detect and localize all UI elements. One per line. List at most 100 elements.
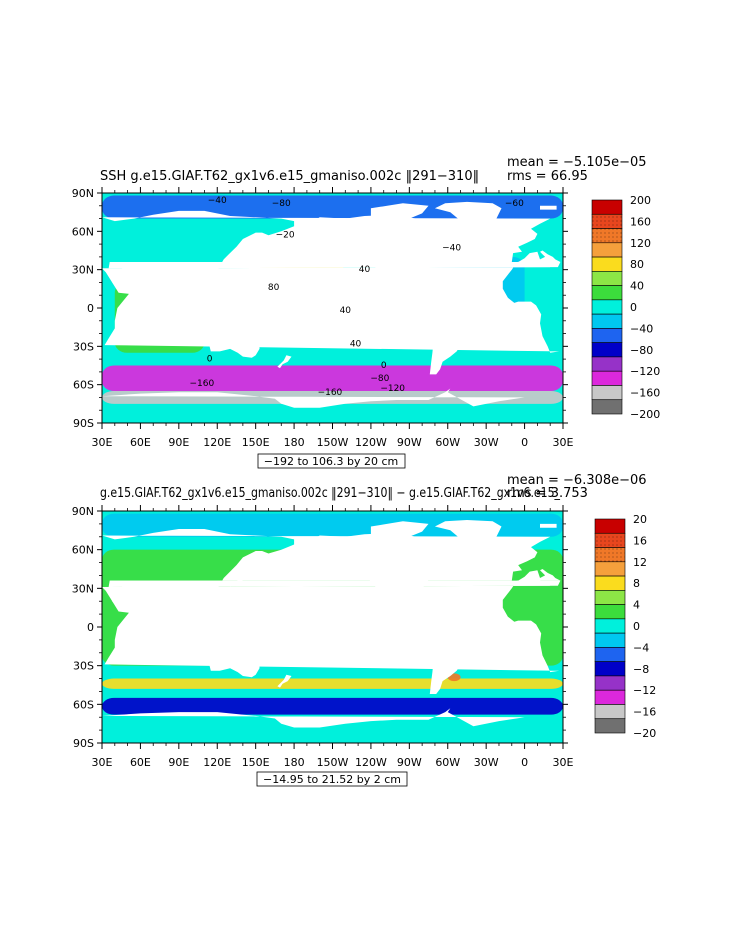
field-region-3 <box>102 678 563 689</box>
colorbar-stipple <box>595 547 625 562</box>
contour-label: −80 <box>272 199 291 209</box>
x-tick-label: 150E <box>242 436 270 449</box>
panel-top-title: SSH g.e15.GIAF.T62_gx1v6.e15_gmaniso.002… <box>100 169 479 184</box>
land-iceland <box>33 224 47 227</box>
panel-bottom-rms: rms = 3.753 <box>507 486 588 501</box>
contour-label: 0 <box>207 355 213 365</box>
colorbar-label: −160 <box>630 387 660 400</box>
colorbar-swatch <box>594 575 626 591</box>
land-borneo <box>664 300 677 313</box>
contour-label: −40 <box>442 244 461 254</box>
land-africa <box>102 579 560 673</box>
y-tick-label: 60S <box>73 379 94 392</box>
panel-top-mean: mean = −5.105e−05 <box>507 155 647 170</box>
land-greenland <box>434 520 502 550</box>
x-tick-label: 90E <box>168 436 189 449</box>
colorbar-bottom: 20 16 12 8 4 0 −4 −8 −12 −16 −20 <box>594 513 656 740</box>
map-bottom <box>0 511 733 743</box>
colorbar-label: 160 <box>630 215 651 228</box>
x-tick-label: 30E <box>553 436 574 449</box>
panel-top-rms: rms = 66.95 <box>507 169 588 184</box>
range-box-bottom <box>256 771 408 787</box>
y-tick-label: 90S <box>73 737 94 750</box>
land-arctic-islands <box>370 521 429 537</box>
land-antarctica <box>0 389 64 424</box>
colorbar-swatch <box>591 328 623 343</box>
colorbar-swatch <box>594 675 626 691</box>
land-greenland <box>0 202 40 231</box>
y-tick-label: 30N <box>72 264 94 277</box>
land-australia <box>669 641 720 677</box>
land-mediterranean-rest <box>563 581 733 589</box>
land-uk <box>518 233 526 245</box>
land-new-guinea <box>232 309 256 321</box>
contour-label: −60 <box>505 199 524 209</box>
land-japan <box>230 250 246 269</box>
x-tick-label: 150E <box>242 756 270 769</box>
colorbar-swatch <box>594 647 626 662</box>
colorbar-swatch <box>594 689 626 705</box>
land-borneo <box>203 619 216 633</box>
field-region-1 <box>102 513 563 537</box>
contour-label: −160 <box>190 379 215 389</box>
colorbar-stipple <box>592 228 622 243</box>
x-tick-label: 60E <box>130 436 151 449</box>
colorbar-swatch <box>591 399 623 415</box>
x-tick-label: 30E <box>553 756 574 769</box>
contour-label: −20 <box>276 231 295 241</box>
field-region-5 <box>102 697 563 715</box>
panel-bottom-title: g.e15.GIAF.T62_gx1v6.e15_gmaniso.002c ‖2… <box>100 486 560 501</box>
land-mediterranean-rest <box>563 262 733 270</box>
x-tick-label: 150W <box>317 756 349 769</box>
colorbar-label: −20 <box>633 727 656 740</box>
y-tick-label: 30S <box>73 340 94 353</box>
land-africa <box>563 579 733 672</box>
land-japan <box>691 569 706 587</box>
x-tick-label: 120E <box>203 756 231 769</box>
land-iceland <box>493 541 508 545</box>
land-mediterranean-rest <box>102 262 561 270</box>
x-tick-label: 90W <box>397 756 422 769</box>
land-sumatra <box>646 302 660 316</box>
colorbar-label: 200 <box>630 194 651 207</box>
colorbar-label: 80 <box>630 258 644 271</box>
y-tick-label: 90S <box>73 417 94 430</box>
colorbar-swatch <box>591 370 623 386</box>
land-australia <box>208 322 260 358</box>
contour-label: 80 <box>268 283 280 293</box>
x-tick-label: 30E <box>92 436 113 449</box>
land-japan <box>230 569 246 587</box>
colorbar-swatch <box>594 618 626 634</box>
colorbar-swatch <box>591 256 623 272</box>
land-borneo <box>203 300 216 314</box>
land-madagascar <box>119 324 128 340</box>
x-tick-label: 30E <box>92 756 113 769</box>
field-region-7 <box>102 365 563 392</box>
land-mediterranean-rest <box>102 580 561 589</box>
land-greenland <box>0 520 40 550</box>
contour-label: −40 <box>208 196 227 206</box>
x-tick-label: 120W <box>355 436 387 449</box>
colorbar-swatch <box>594 604 626 620</box>
x-tick-label: 30W <box>474 756 499 769</box>
colorbar-label: 12 <box>633 556 647 569</box>
colorbar-swatch <box>591 385 623 401</box>
colorbar-swatch <box>591 285 623 301</box>
x-tick-label: 180 <box>284 436 305 449</box>
colorbar-label: −4 <box>633 641 649 654</box>
contour-label: −160 <box>318 388 343 398</box>
colorbar-label: 16 <box>633 534 647 547</box>
panel-top: SSH g.e15.GIAF.T62_gx1v6.e15_gmaniso.002… <box>0 155 733 469</box>
colorbar-swatch <box>591 356 623 372</box>
field-region-6 <box>102 195 563 219</box>
colorbar-swatch <box>591 199 623 215</box>
land-uk <box>57 234 65 244</box>
contour-label: −120 <box>380 384 405 394</box>
colorbar-stipple <box>595 533 625 548</box>
y-tick-label: 60S <box>73 698 94 711</box>
contour-label: −80 <box>370 374 389 384</box>
colorbar-swatch <box>594 590 626 605</box>
land-antarctica <box>102 708 525 743</box>
land-eurasia <box>102 210 561 307</box>
